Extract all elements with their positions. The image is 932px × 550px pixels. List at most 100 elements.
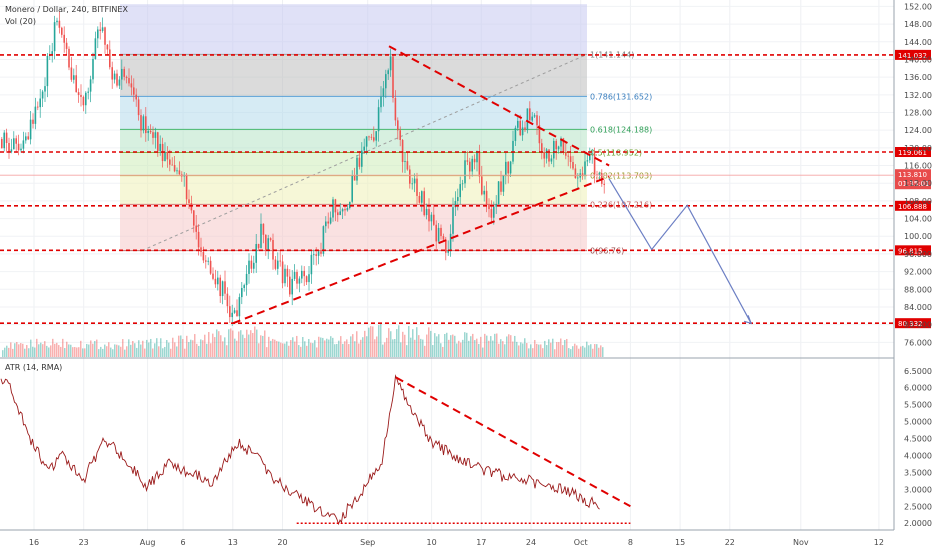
volume-bar bbox=[558, 342, 560, 357]
volume-bar bbox=[550, 342, 552, 357]
volume-bar bbox=[156, 338, 158, 357]
candle-body bbox=[248, 260, 250, 274]
candle-body bbox=[200, 247, 202, 252]
volume-bar bbox=[274, 339, 276, 357]
volume-bar bbox=[338, 340, 340, 357]
candle-body bbox=[507, 161, 509, 174]
volume-bar bbox=[94, 341, 96, 357]
level-price-label: 141.032 bbox=[898, 52, 927, 60]
volume-bar bbox=[298, 345, 300, 357]
candle-body bbox=[413, 178, 416, 184]
candle-body bbox=[548, 149, 550, 162]
candle-body bbox=[533, 115, 536, 117]
volume-bar bbox=[326, 338, 328, 357]
candle-body bbox=[514, 127, 517, 141]
atr-axis-tick: 6.0000 bbox=[904, 384, 932, 393]
candle-body bbox=[123, 68, 125, 77]
candle-body bbox=[56, 20, 58, 23]
candle-body bbox=[15, 138, 17, 144]
volume-bar bbox=[344, 341, 346, 357]
candle-body bbox=[440, 227, 442, 237]
volume-bar bbox=[588, 345, 590, 357]
horizontal-levels[interactable]: 141.032 119.061 106.888 96.815 80.332 113.810… bbox=[0, 49, 931, 329]
volume-bar bbox=[258, 343, 260, 357]
price-axis-tick: 132.000 bbox=[904, 91, 932, 100]
volume-bar bbox=[28, 348, 30, 357]
volume-bar bbox=[568, 348, 570, 357]
candle-body bbox=[29, 119, 32, 140]
candle-body bbox=[538, 125, 541, 144]
volume-bar bbox=[304, 341, 306, 357]
volume-bar bbox=[356, 331, 358, 357]
candle-body bbox=[22, 140, 25, 149]
volume-bar bbox=[208, 332, 210, 357]
fib-band bbox=[120, 129, 587, 153]
atr-axis-tick: 3.5000 bbox=[904, 468, 932, 477]
volume-bar bbox=[120, 346, 122, 357]
candle-body bbox=[202, 251, 205, 261]
candle-body bbox=[353, 176, 356, 181]
volume-bar bbox=[314, 340, 316, 357]
trendline-drawings[interactable] bbox=[232, 45, 753, 325]
fib-retracement[interactable]: 1(141.144)0.786(131.652)0.618(124.188)0.… bbox=[120, 4, 652, 256]
volume-bar bbox=[380, 323, 382, 357]
candle-body bbox=[121, 68, 123, 80]
candle-body bbox=[133, 87, 135, 95]
candle-body bbox=[581, 173, 584, 176]
candle-body bbox=[385, 74, 387, 89]
volume-bar bbox=[280, 342, 282, 357]
time-axis-tick: 10 bbox=[427, 538, 437, 547]
volume-bar bbox=[494, 333, 496, 357]
volume-bar bbox=[238, 331, 240, 357]
candle-body bbox=[214, 278, 217, 285]
volume-bar bbox=[38, 344, 40, 357]
candle-body bbox=[509, 161, 512, 174]
fib-band bbox=[120, 4, 587, 55]
candle-body bbox=[85, 92, 87, 106]
volume-bar bbox=[586, 341, 588, 357]
atr-axis-tick: 4.5000 bbox=[904, 435, 932, 444]
volume-bar bbox=[456, 343, 458, 357]
volume-bar bbox=[522, 343, 524, 357]
price-axis-tick: 148.000 bbox=[904, 20, 932, 29]
price-axis-tick: 116.000 bbox=[904, 162, 932, 171]
volume-bar bbox=[22, 343, 24, 357]
candle-body bbox=[368, 136, 370, 138]
atr-line bbox=[0, 374, 600, 526]
volume-bar bbox=[240, 330, 242, 357]
volume-bar bbox=[212, 333, 214, 357]
volume-bar bbox=[132, 340, 134, 357]
volume-bar bbox=[474, 340, 476, 357]
candle-body bbox=[154, 132, 157, 138]
candle-body bbox=[68, 48, 70, 68]
volume-bar bbox=[548, 339, 550, 357]
volume-bar bbox=[410, 337, 412, 357]
volume-bar bbox=[66, 341, 68, 357]
volume-bar bbox=[416, 327, 418, 357]
volume-bar bbox=[436, 336, 438, 357]
volume-bar bbox=[204, 334, 206, 357]
volume-bar bbox=[424, 345, 426, 357]
volume-bar bbox=[476, 338, 478, 357]
volume-bar bbox=[592, 348, 594, 357]
volume-bar bbox=[266, 347, 268, 357]
candle-body bbox=[565, 152, 567, 156]
candle-body bbox=[481, 176, 483, 195]
time-axis-tick: 6 bbox=[181, 538, 186, 547]
atr-legend: ATR (14, RMA) bbox=[5, 363, 62, 372]
price-axis-tick: 88.000 bbox=[904, 285, 932, 294]
fib-band bbox=[120, 175, 587, 205]
candle-body bbox=[591, 153, 593, 155]
time-axis[interactable]: 16 23 Aug 6 13 20 Sep 10 17 24 Oct 8 15 22 Nov 12 bbox=[29, 538, 884, 547]
volume-bar bbox=[200, 339, 202, 357]
volume-bar bbox=[286, 341, 288, 357]
volume-bar bbox=[386, 337, 388, 357]
candle-body bbox=[296, 271, 298, 284]
price-axis[interactable]: 152.000 148.000 144.000 140.000 136.000 132.0… bbox=[904, 2, 932, 528]
candle-body bbox=[425, 208, 428, 216]
candle-body bbox=[416, 178, 418, 196]
fib-band bbox=[120, 96, 587, 130]
volume-bar bbox=[176, 346, 178, 357]
volume-bar bbox=[158, 346, 160, 357]
